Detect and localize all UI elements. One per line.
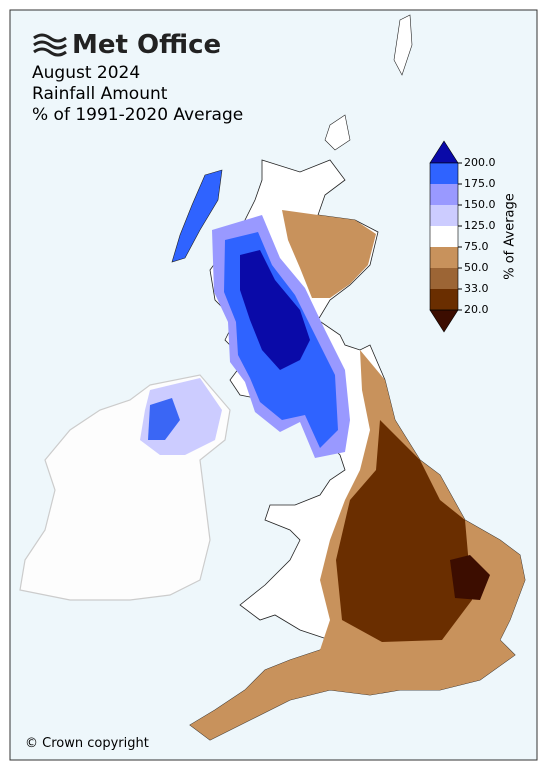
colorbar-segment <box>430 163 458 184</box>
northeast-scotland-dry <box>282 210 376 298</box>
england-very-dry-area <box>336 420 472 642</box>
title-line: August 2024 <box>32 63 140 83</box>
scotland-wettest-area <box>240 250 310 370</box>
colorbar-tick-label: 150.0 <box>464 198 496 211</box>
colorbar-segment <box>430 247 458 268</box>
colorbar-label: % of Average <box>503 193 518 280</box>
colorbar-tick-label: 175.0 <box>464 177 496 190</box>
copyright: © Crown copyright <box>25 736 149 751</box>
colorbar-segment <box>430 226 458 247</box>
colorbar-tick-label: 75.0 <box>464 240 489 253</box>
logo: Met Office <box>33 30 221 60</box>
colorbar-tick-label: 50.0 <box>464 261 489 274</box>
outer-hebrides <box>171 169 223 263</box>
colorbar-tick-label: 200.0 <box>464 156 496 169</box>
colorbar-segment <box>430 289 458 310</box>
title-line: Rainfall Amount <box>32 84 168 104</box>
northern-isles <box>324 114 351 151</box>
northern-ireland-rain-heavy <box>148 398 180 440</box>
east-anglia-driest <box>450 555 490 600</box>
colorbar-segment <box>430 184 458 205</box>
logo-text: Met Office <box>72 30 221 60</box>
colorbar-tick-label: 20.0 <box>464 303 489 316</box>
colorbar-tick-label: 33.0 <box>464 282 489 295</box>
colorbar-tick-label: 125.0 <box>464 219 496 232</box>
title-line: % of 1991-2020 Average <box>32 105 243 125</box>
colorbar-segment <box>430 268 458 289</box>
colorbar-segment <box>430 205 458 226</box>
shetland <box>393 14 413 76</box>
colorbar-frame <box>429 162 459 311</box>
